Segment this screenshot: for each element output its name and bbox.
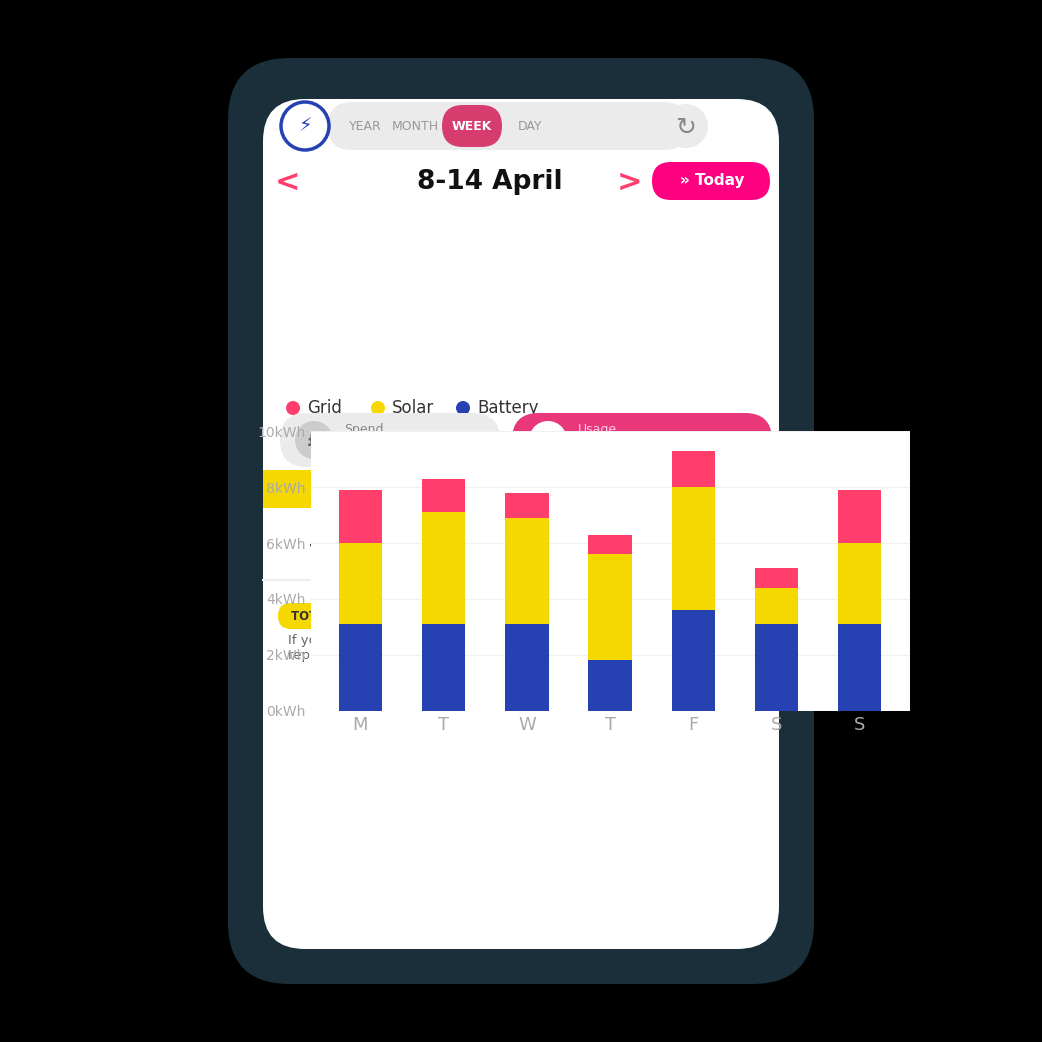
- FancyBboxPatch shape: [263, 99, 779, 949]
- Circle shape: [281, 102, 329, 150]
- Text: WEEK: WEEK: [452, 120, 492, 132]
- Text: +: +: [510, 479, 526, 498]
- Bar: [339, 624, 382, 711]
- FancyBboxPatch shape: [652, 162, 770, 200]
- Bar: [339, 490, 382, 543]
- Bar: [505, 624, 548, 711]
- Bar: [505, 493, 548, 518]
- Bar: [505, 518, 548, 624]
- Text: Battery: Battery: [477, 399, 539, 417]
- Text: TOTAL ENERGY USAGE:: TOTAL ENERGY USAGE:: [311, 543, 543, 561]
- Text: Solar: Solar: [392, 399, 435, 417]
- Bar: [589, 554, 631, 661]
- Text: Grid: Grid: [307, 399, 342, 417]
- Text: ⚡: ⚡: [298, 117, 312, 135]
- Bar: [754, 568, 798, 588]
- Bar: [838, 543, 882, 624]
- Circle shape: [286, 401, 300, 415]
- Bar: [672, 488, 715, 611]
- Bar: [589, 661, 631, 711]
- FancyBboxPatch shape: [228, 58, 814, 984]
- Text: BATTERY: BATTERY: [610, 481, 686, 496]
- Bar: [589, 535, 631, 554]
- FancyBboxPatch shape: [280, 413, 500, 467]
- Text: 24kWh: 24kWh: [669, 607, 731, 625]
- Circle shape: [371, 401, 384, 415]
- Bar: [672, 611, 715, 711]
- Circle shape: [664, 104, 708, 148]
- FancyBboxPatch shape: [328, 102, 688, 150]
- Text: MONTH: MONTH: [392, 120, 439, 132]
- Bar: [422, 479, 466, 513]
- Text: Usage: Usage: [578, 423, 617, 437]
- FancyBboxPatch shape: [278, 603, 438, 629]
- Text: >: >: [617, 168, 643, 197]
- Text: SOLAR POWER: SOLAR POWER: [313, 481, 438, 496]
- Circle shape: [456, 401, 470, 415]
- Text: Spend: Spend: [344, 423, 383, 437]
- Bar: [754, 624, 798, 711]
- Circle shape: [505, 476, 531, 502]
- Text: ◎: ◎: [540, 430, 556, 449]
- Bar: [838, 490, 882, 543]
- Text: <: <: [274, 168, 300, 197]
- Text: 8-14 April: 8-14 April: [417, 169, 563, 195]
- Text: If you had solar energy, you'd be able to
replace 24kWh of your grid usage with: If you had solar energy, you'd be able t…: [288, 634, 559, 662]
- Bar: [838, 624, 882, 711]
- Text: 52.4kWh: 52.4kWh: [653, 540, 770, 564]
- Text: £: £: [307, 430, 321, 449]
- Circle shape: [529, 421, 567, 458]
- FancyBboxPatch shape: [518, 470, 779, 508]
- Text: £ 10.65: £ 10.65: [344, 435, 431, 455]
- Text: ↻: ↻: [675, 116, 696, 140]
- FancyBboxPatch shape: [442, 105, 502, 147]
- FancyBboxPatch shape: [263, 470, 518, 508]
- Bar: [672, 451, 715, 488]
- Text: DAY: DAY: [518, 120, 542, 132]
- Bar: [422, 624, 466, 711]
- Bar: [422, 513, 466, 624]
- Bar: [754, 588, 798, 624]
- Circle shape: [295, 421, 333, 458]
- Text: YEAR: YEAR: [349, 120, 381, 132]
- Bar: [339, 543, 382, 624]
- Text: TOTAL FROM SOLAR: TOTAL FROM SOLAR: [292, 610, 425, 622]
- FancyBboxPatch shape: [263, 510, 779, 600]
- Text: » Today: » Today: [679, 174, 744, 189]
- Text: 53kWh: 53kWh: [578, 433, 670, 457]
- FancyBboxPatch shape: [512, 413, 772, 467]
